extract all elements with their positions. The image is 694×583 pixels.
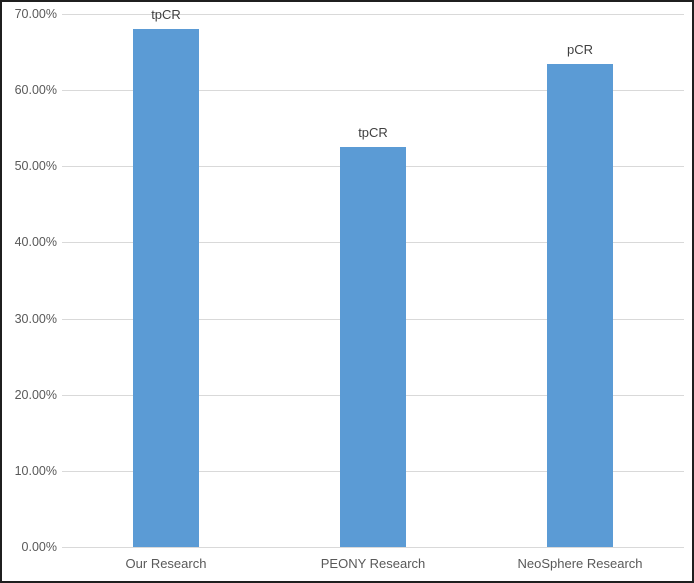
bar-data-label: pCR xyxy=(566,42,593,57)
x-category-label: PEONY Research xyxy=(320,556,426,571)
y-tick-label: 30.00% xyxy=(14,312,57,326)
x-axis-line xyxy=(62,547,684,548)
bar xyxy=(340,147,406,547)
bar xyxy=(547,64,613,547)
bar-data-label: tpCR xyxy=(358,125,388,140)
y-tick-label: 70.00% xyxy=(14,7,57,21)
y-tick-label: 0.00% xyxy=(21,540,57,554)
x-category-label: Our Research xyxy=(125,556,207,571)
bar xyxy=(133,29,199,547)
bar-data-label: tpCR xyxy=(151,7,181,22)
x-category-label: NeoSphere Research xyxy=(517,556,643,571)
y-tick-label: 60.00% xyxy=(14,83,57,97)
gridline xyxy=(62,90,684,91)
y-tick-label: 10.00% xyxy=(14,464,57,478)
y-tick-label: 20.00% xyxy=(14,388,57,402)
gridline xyxy=(62,14,684,15)
y-tick-label: 50.00% xyxy=(14,159,57,173)
y-tick-label: 40.00% xyxy=(14,235,57,249)
